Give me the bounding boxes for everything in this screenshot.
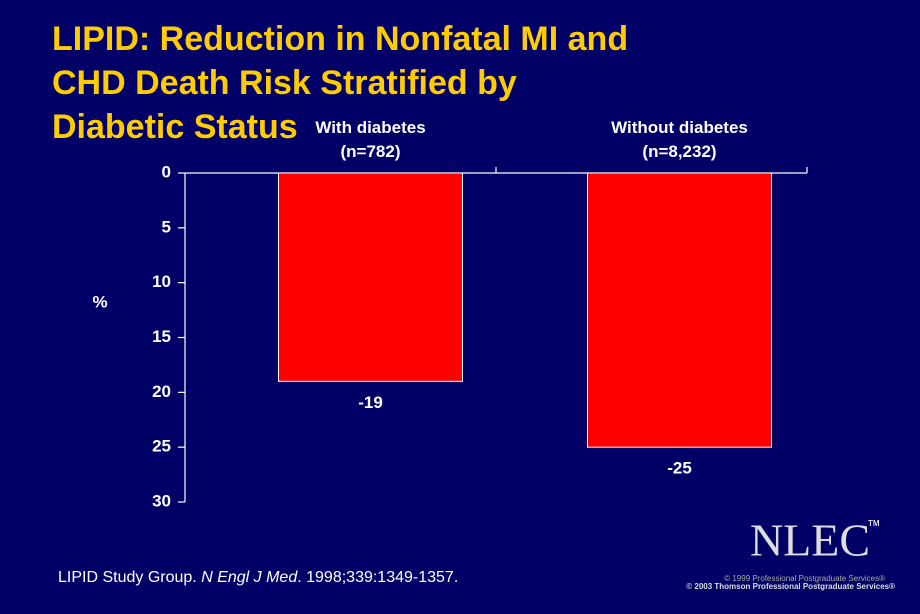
citation-authors: LIPID Study Group. [58,569,201,586]
logo-tm: TM [868,519,880,528]
copyright: © 2003 Thomson Professional Postgraduate… [686,582,895,591]
x-tick-label: With diabetes (n=782) [315,118,425,161]
y-tick-label: 5 [162,217,171,236]
logo: NLEC [750,515,870,566]
y-tick-label: 25 [152,437,171,456]
y-tick-label: 10 [152,272,171,291]
data-label: -19 [358,393,383,412]
citation-details: . 1998;339:1349-1357. [297,569,458,586]
y-tick-label: 20 [152,382,171,401]
x-tick-label: Without diabetes (n=8,232) [611,118,748,161]
bar [587,172,772,448]
citation: LIPID Study Group. N Engl J Med. 1998;33… [58,569,458,586]
copyright: © 1999 Professional Postgraduate Service… [724,574,885,583]
chart-title: LIPID: Reduction in Nonfatal MI and CHD D… [52,20,628,146]
citation-journal: N Engl J Med [201,569,298,586]
data-label: -25 [667,459,692,478]
bar [278,172,463,382]
y-tick-label: 30 [152,491,171,510]
y-tick-label: 15 [152,327,171,346]
y-axis-label: % [92,292,107,311]
y-tick-label: 0 [162,162,171,181]
